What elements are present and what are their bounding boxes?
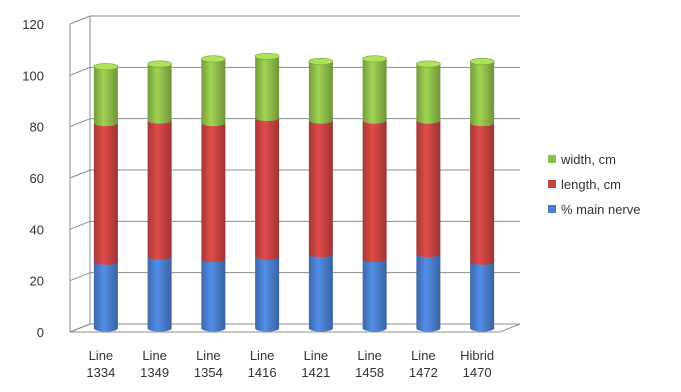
legend-swatch: [548, 205, 556, 213]
bar-top-cap: [201, 55, 226, 63]
x-tick-label: Line 1334: [86, 348, 115, 380]
legend-label: length, cm: [561, 177, 621, 192]
bar-segment: [93, 123, 118, 265]
bar-segment: [93, 261, 118, 332]
x-axis: Line 1334 Line 1349 Line 1354 Line 1416 Line 1421…: [86, 348, 494, 380]
bar-segment: [362, 58, 387, 124]
bar-segment: [255, 117, 280, 260]
bar-segment: [201, 123, 226, 263]
x-tick-label: Line 1421: [301, 348, 330, 380]
y-tick-label: 20: [30, 274, 44, 289]
y-tick-label: 60: [30, 171, 44, 186]
gridline-side: [69, 15, 91, 25]
bar-segment: [147, 256, 172, 332]
y-tick-label: 120: [22, 17, 44, 32]
legend-swatch: [548, 180, 556, 188]
y-tick-label: 40: [30, 222, 44, 237]
floor: [69, 323, 521, 333]
bar-segment: [362, 259, 387, 332]
bar-segment: [147, 64, 172, 124]
legend-label: width, cm: [560, 152, 616, 167]
bar-top-cap: [93, 63, 119, 71]
x-tick-label: Line 1472: [409, 348, 438, 380]
y-tick-label: 100: [22, 68, 44, 83]
gridline-side: [69, 323, 91, 333]
bar-segment: [201, 259, 226, 332]
gridline-side: [69, 220, 91, 230]
bar-segment: [470, 261, 495, 332]
bar-segment: [255, 256, 280, 332]
bar-top-cap: [362, 55, 387, 63]
bar-segment: [201, 58, 226, 127]
gridlines: [69, 15, 520, 333]
bar-segment: [308, 120, 333, 258]
bar-segment: [93, 66, 118, 127]
x-tick-label: Line 1354: [194, 348, 223, 380]
bar-segment: [416, 64, 441, 124]
legend: width, cm length, cm % main nerve: [548, 152, 640, 217]
x-tick-label: Line 1416: [248, 348, 277, 380]
bars: [93, 52, 495, 332]
bar-segment: [416, 120, 441, 258]
bar-segment: [416, 253, 441, 332]
bar-segment: [308, 253, 333, 332]
bar-top-cap: [254, 52, 280, 60]
y-tick-label: 80: [30, 120, 44, 135]
y-tick-label: 0: [37, 325, 44, 340]
gridline-side: [69, 66, 91, 76]
bar-segment: [362, 120, 387, 263]
bar-top-cap: [308, 57, 334, 65]
gridline-side: [69, 169, 91, 179]
bar-top-cap: [147, 60, 172, 68]
legend-swatch: [548, 155, 556, 163]
gridline-side: [69, 118, 91, 128]
chart-back-walls: [69, 16, 521, 333]
bar-segment: [255, 56, 280, 122]
bar-segment: [470, 123, 495, 265]
x-tick-label: Hibrid 1470: [460, 348, 494, 380]
legend-label: % main nerve: [561, 202, 640, 217]
bar-top-cap: [416, 60, 441, 68]
bar-top-cap: [469, 57, 495, 65]
x-tick-label: Line 1349: [140, 348, 169, 380]
y-axis: 0 20 40 60 80 100 120: [22, 17, 44, 340]
gridline-side: [69, 272, 91, 282]
bar-segment: [470, 61, 495, 127]
bar-segment: [308, 61, 333, 124]
x-tick-label: Line 1458: [355, 348, 384, 380]
bar-segment: [147, 120, 172, 260]
